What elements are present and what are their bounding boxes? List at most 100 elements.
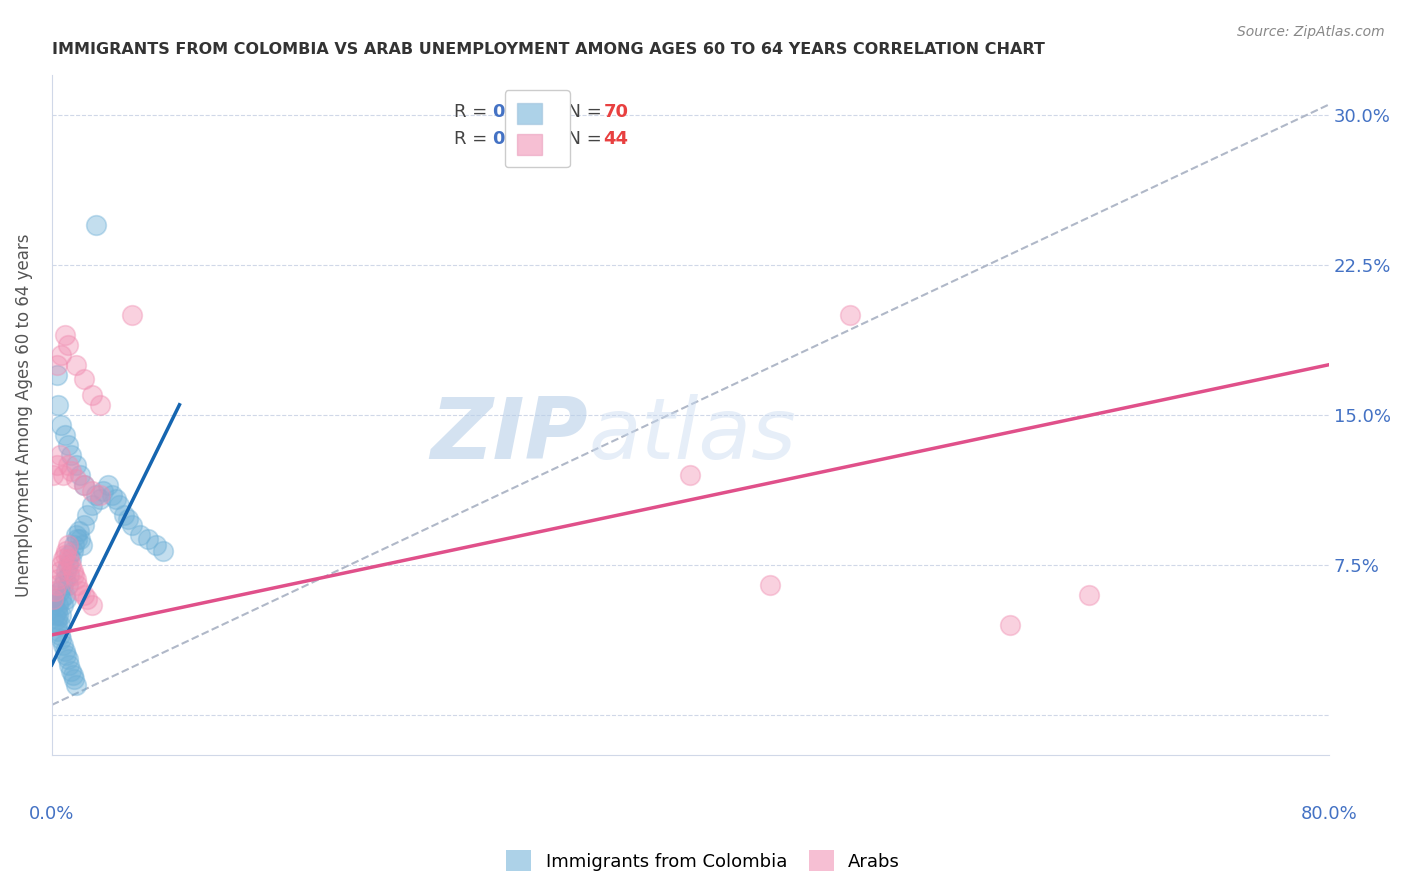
Point (42, 591, 65, 606)
Point (63, 672, 86, 686)
Text: ZIP: ZIP (430, 393, 588, 476)
Point (998, 618, 1021, 632)
Point (51, 632, 73, 646)
Point (51, 558, 73, 572)
Point (45, 458, 67, 472)
Point (59, 664, 82, 678)
Point (86, 218, 108, 232)
Point (44, 607, 66, 622)
Point (48, 583, 70, 598)
Point (46, 398, 69, 412)
Point (56, 578, 79, 592)
Text: R =: R = (454, 130, 494, 148)
Point (53, 327, 76, 342)
Text: N =: N = (557, 130, 607, 148)
Point (42, 598, 65, 612)
Point (56, 458, 79, 472)
Point (112, 508, 135, 522)
Point (45, 618, 67, 632)
Point (51, 417, 73, 432)
Point (66, 578, 89, 592)
Point (48, 448, 70, 462)
Point (53, 572, 76, 586)
Point (58, 657, 80, 672)
Point (63, 567, 86, 582)
Point (759, 578, 782, 592)
Point (55, 544, 77, 558)
Point (59, 448, 82, 462)
Point (145, 538, 167, 552)
Point (48, 628, 70, 642)
Text: N =: N = (557, 103, 607, 121)
Point (55, 648, 77, 662)
Point (56, 337, 79, 351)
Point (46, 624, 69, 638)
Point (53, 588, 76, 602)
Point (67, 524, 90, 538)
Point (101, 488, 124, 502)
Point (51, 591, 73, 606)
Point (107, 498, 129, 512)
Point (89, 398, 111, 412)
Point (44, 583, 66, 598)
Point (56, 438, 79, 452)
Point (86, 488, 108, 502)
Point (136, 532, 159, 546)
Point (62, 544, 84, 558)
Point (58, 567, 80, 582)
Point (80, 498, 103, 512)
Point (52, 467, 75, 482)
Point (56, 538, 79, 552)
Point (152, 544, 174, 558)
Point (69, 467, 91, 482)
Point (73, 517, 96, 532)
Point (70, 538, 93, 552)
Text: IMMIGRANTS FROM COLOMBIA VS ARAB UNEMPLOYMENT AMONG AGES 60 TO 64 YEARS CORRELAT: IMMIGRANTS FROM COLOMBIA VS ARAB UNEMPLO… (52, 42, 1045, 57)
Text: R =: R = (454, 103, 494, 121)
Point (117, 512, 139, 526)
Point (46, 607, 69, 622)
Point (80, 598, 103, 612)
Point (1078, 588, 1101, 602)
Text: 70: 70 (603, 103, 628, 121)
Point (80, 483, 103, 498)
Legend: , : , (505, 90, 569, 168)
Point (45, 604, 67, 618)
Y-axis label: Unemployment Among Ages 60 to 64 years: Unemployment Among Ages 60 to 64 years (15, 233, 32, 597)
Point (53, 644, 76, 658)
Point (69, 532, 91, 546)
Point (63, 538, 86, 552)
Point (53, 427, 76, 442)
Point (52, 552, 75, 566)
Text: Source: ZipAtlas.com: Source: ZipAtlas.com (1237, 25, 1385, 39)
Point (62, 564, 84, 578)
Text: 0.437: 0.437 (492, 103, 550, 121)
Point (65, 358, 87, 372)
Text: 0.0%: 0.0% (30, 805, 75, 823)
Point (59, 464, 82, 478)
Point (42, 588, 65, 602)
Point (51, 607, 73, 622)
Point (59, 558, 82, 572)
Point (48, 564, 70, 578)
Point (69, 583, 91, 598)
Point (44, 591, 66, 606)
Point (76, 508, 98, 522)
Point (80, 388, 103, 402)
Point (65, 528, 87, 542)
Point (128, 528, 150, 542)
Point (73, 372, 96, 386)
Point (89, 488, 111, 502)
Point (76, 591, 98, 606)
Point (46, 572, 69, 586)
Point (56, 558, 79, 572)
Point (91, 483, 114, 498)
Point (42, 467, 65, 482)
Point (45, 578, 67, 592)
Point (55, 591, 77, 606)
Point (46, 598, 69, 612)
Text: atlas: atlas (588, 393, 796, 476)
Point (56, 652, 79, 666)
Point (65, 572, 87, 586)
Point (51, 348, 73, 362)
